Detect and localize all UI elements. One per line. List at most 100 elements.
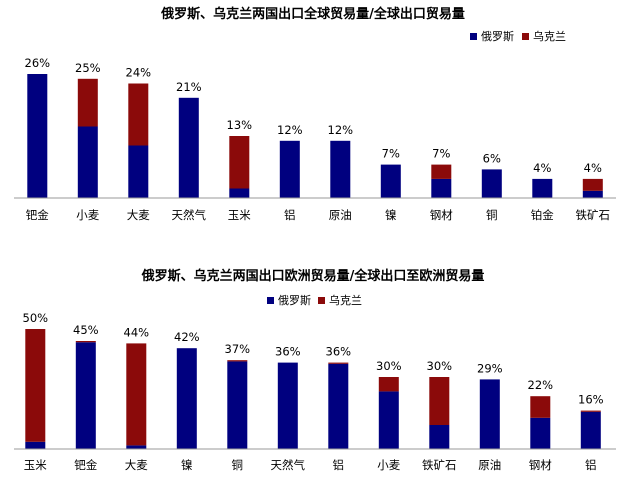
value-label-12: 4% — [584, 161, 602, 175]
chart-2-title: 俄罗斯、乌克兰两国出口欧洲贸易量/全球出口至欧洲贸易量 — [141, 268, 485, 284]
value-label-2: 45% — [73, 323, 99, 337]
value-label-6: 12% — [277, 123, 303, 137]
value-label-10: 6% — [483, 151, 501, 165]
category-label-4: 镍 — [181, 458, 193, 472]
legend-label-russia: 俄罗斯 — [481, 30, 514, 43]
category-label-11: 钢材 — [529, 458, 552, 472]
value-label-8: 7% — [382, 147, 400, 161]
chart-2-bars: 50% 玉米 45% 钯金 44% 大麦 42% 镍 37% 铜 36% 天然气 36% 铝 30% 小麦 30… — [23, 311, 604, 472]
category-label-9: 铁矿石 — [422, 458, 457, 472]
value-label-1: 26% — [25, 56, 51, 70]
value-label-5: 37% — [225, 342, 251, 356]
category-label-10: 原油 — [478, 458, 501, 472]
bar-russia-9 — [429, 425, 450, 449]
bar-russia-7 — [330, 140, 351, 198]
bar-russia-4 — [178, 97, 199, 198]
value-label-8: 30% — [376, 359, 402, 373]
category-label-3: 大麦 — [125, 458, 148, 472]
bar-russia-11 — [530, 417, 551, 449]
value-label-7: 36% — [326, 345, 352, 359]
value-label-10: 29% — [477, 361, 503, 375]
chart-1-title: 俄罗斯、乌克兰两国出口全球贸易量/全球出口贸易量 — [160, 6, 465, 22]
bar-russia-7 — [328, 363, 349, 449]
legend-label-russia: 俄罗斯 — [278, 294, 311, 307]
bar-ukraine-12 — [580, 410, 601, 412]
chart-1-bars: 26% 钯金 25% 小麦 24% 大麦 21% 天然气 13% 玉米 12% 铝 12% 原油 7% 镍 7%… — [25, 56, 611, 222]
bar-ukraine-2 — [75, 341, 96, 343]
category-label-5: 玉米 — [228, 208, 251, 222]
bar-russia-11 — [532, 178, 553, 198]
bar-russia-12 — [582, 190, 603, 198]
value-label-12: 16% — [578, 393, 604, 407]
legend-swatch-russia — [267, 297, 274, 304]
bar-ukraine-3 — [128, 83, 149, 146]
bar-ukraine-2 — [77, 78, 98, 127]
legend-label-ukraine: 乌克兰 — [329, 293, 362, 307]
value-label-3: 44% — [124, 325, 150, 339]
category-label-6: 铝 — [284, 208, 296, 222]
category-label-11: 铂金 — [531, 208, 554, 222]
value-label-11: 4% — [533, 161, 551, 175]
chart-1-legend: 俄罗斯 乌克兰 — [470, 29, 566, 43]
category-label-2: 钯金 — [74, 458, 97, 472]
bar-russia-12 — [580, 411, 601, 449]
legend-swatch-ukraine — [318, 297, 325, 304]
value-label-1: 50% — [23, 311, 49, 325]
value-label-4: 21% — [176, 80, 202, 94]
bar-russia-5 — [227, 361, 248, 449]
value-label-5: 13% — [227, 118, 253, 132]
value-label-9: 30% — [427, 359, 453, 373]
value-label-3: 24% — [126, 66, 152, 80]
category-label-12: 铁矿石 — [576, 208, 611, 222]
category-label-12: 铝 — [585, 458, 597, 472]
legend-swatch-russia — [470, 33, 477, 40]
bar-ukraine-3 — [126, 343, 147, 446]
bar-russia-2 — [75, 342, 96, 449]
bar-russia-6 — [279, 140, 300, 198]
bar-ukraine-9 — [429, 377, 450, 425]
bar-russia-5 — [229, 188, 250, 198]
legend-label-ukraine: 乌克兰 — [533, 29, 566, 43]
category-label-8: 镍 — [385, 208, 397, 222]
value-label-7: 12% — [328, 123, 354, 137]
category-label-10: 铜 — [486, 208, 498, 222]
category-label-5: 铜 — [232, 458, 244, 472]
value-label-9: 7% — [432, 147, 450, 161]
chart-2-legend: 俄罗斯 乌克兰 — [267, 293, 362, 307]
bar-ukraine-5 — [229, 136, 250, 189]
chart-1: 俄罗斯、乌克兰两国出口全球贸易量/全球出口贸易量 俄罗斯 乌克兰 26% 钯金 25… — [14, 6, 616, 222]
bar-russia-8 — [378, 391, 399, 449]
bar-ukraine-7 — [328, 362, 349, 364]
value-label-6: 36% — [275, 345, 301, 359]
bar-russia-10 — [481, 169, 502, 198]
category-label-7: 原油 — [329, 208, 352, 222]
bar-russia-4 — [176, 348, 197, 449]
chart-2: 俄罗斯、乌克兰两国出口欧洲贸易量/全球出口至欧洲贸易量 俄罗斯 乌克兰 50% 玉… — [14, 268, 616, 472]
bar-ukraine-9 — [431, 164, 452, 179]
bar-russia-10 — [479, 379, 500, 449]
bar-ukraine-8 — [378, 377, 399, 392]
value-label-11: 22% — [528, 378, 554, 392]
bar-russia-3 — [128, 145, 149, 198]
category-label-9: 钢材 — [430, 208, 453, 222]
bar-ukraine-11 — [530, 396, 551, 418]
bar-russia-6 — [277, 362, 298, 449]
category-label-7: 铝 — [333, 458, 345, 472]
category-label-6: 天然气 — [271, 458, 306, 472]
bar-russia-1 — [27, 74, 48, 198]
legend-swatch-ukraine — [522, 33, 529, 40]
bar-russia-2 — [77, 126, 98, 198]
category-label-4: 天然气 — [172, 208, 207, 222]
bar-russia-3 — [126, 445, 147, 449]
category-label-1: 钯金 — [26, 208, 49, 222]
bar-russia-1 — [25, 441, 46, 449]
category-label-8: 小麦 — [377, 458, 400, 472]
category-label-2: 小麦 — [76, 208, 99, 222]
category-label-1: 玉米 — [24, 458, 47, 472]
bar-ukraine-12 — [582, 178, 603, 191]
value-label-4: 42% — [174, 330, 200, 344]
value-label-2: 25% — [75, 61, 101, 75]
bar-ukraine-5 — [227, 360, 248, 362]
bar-russia-9 — [431, 178, 452, 198]
